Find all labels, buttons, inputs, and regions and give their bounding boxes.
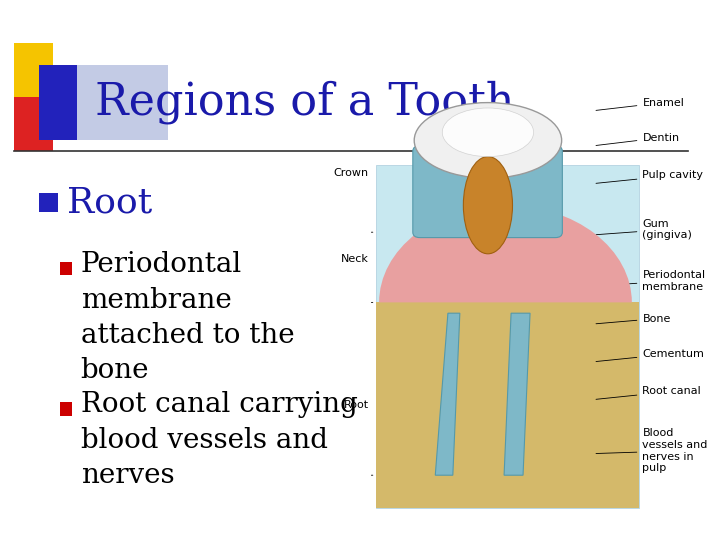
Text: Bone: Bone [596,314,671,324]
Polygon shape [436,313,460,475]
Ellipse shape [442,108,534,157]
Text: Enamel: Enamel [596,98,684,110]
FancyBboxPatch shape [14,43,53,97]
Ellipse shape [414,103,562,178]
FancyBboxPatch shape [39,193,58,212]
FancyBboxPatch shape [376,165,639,508]
FancyBboxPatch shape [60,262,72,275]
FancyBboxPatch shape [39,65,77,140]
Text: Root canal: Root canal [596,387,701,399]
Wedge shape [379,205,632,302]
Text: Periodontal
membrane: Periodontal membrane [596,270,706,292]
Polygon shape [504,313,530,475]
Text: Pulp cavity: Pulp cavity [596,171,703,183]
FancyBboxPatch shape [376,302,639,508]
Text: Cementum: Cementum [596,349,704,361]
Text: Periodontal
membrane
attached to the
bone: Periodontal membrane attached to the bon… [81,251,294,384]
FancyBboxPatch shape [60,402,72,416]
FancyBboxPatch shape [413,146,562,238]
Text: Crown: Crown [333,168,369,178]
Text: Root: Root [343,400,369,410]
FancyBboxPatch shape [14,97,53,151]
Text: Root: Root [67,186,152,219]
Text: Neck: Neck [341,254,369,264]
Text: Root canal carrying
blood vessels and
nerves: Root canal carrying blood vessels and ne… [81,392,358,489]
Ellipse shape [464,157,513,254]
Text: Regions of a Tooth: Regions of a Tooth [95,81,514,124]
Text: Gum
(gingiva): Gum (gingiva) [596,219,692,240]
Text: Blood
vessels and
nerves in
pulp: Blood vessels and nerves in pulp [596,429,708,473]
FancyBboxPatch shape [77,65,168,140]
Text: Dentin: Dentin [596,133,680,145]
